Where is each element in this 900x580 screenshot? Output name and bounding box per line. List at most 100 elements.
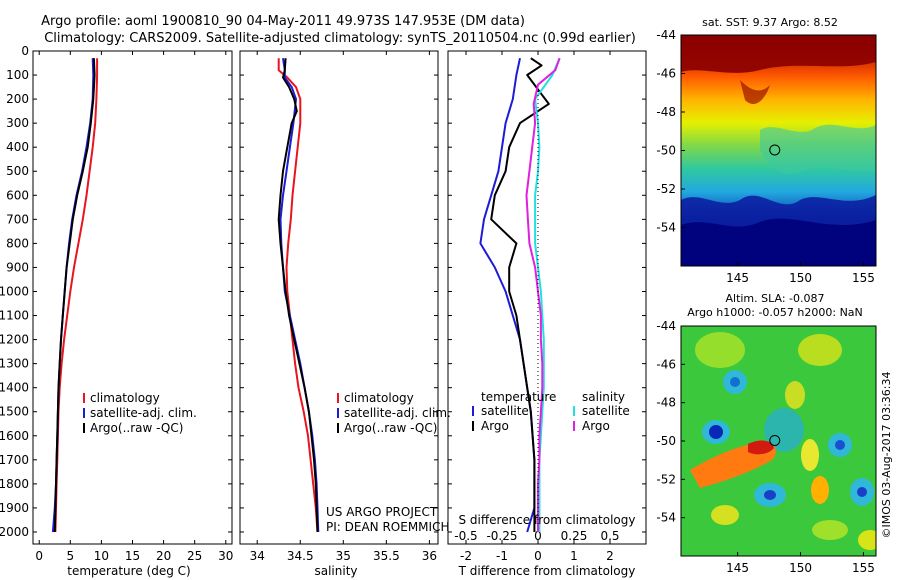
sla-heatmap — [681, 326, 876, 556]
legend-label-t-argo: Argo — [481, 419, 509, 433]
y-tick-label: 800 — [6, 236, 29, 250]
map-x-tick-label: 145 — [726, 561, 749, 575]
map-y-tick-label: -54 — [656, 221, 676, 235]
temperature-axis-label: temperature (deg C) — [67, 564, 190, 578]
argo-float-marker — [769, 434, 781, 446]
salinity-panel-frame — [239, 50, 439, 545]
y-tick-label: 200 — [6, 92, 29, 106]
map-x-tick-label: 155 — [852, 561, 875, 575]
y-tick-label: 1100 — [0, 309, 29, 323]
map-y-tick-label: -54 — [656, 511, 676, 525]
temperature-panel-frame — [32, 50, 233, 545]
profile-line-difference-argo — [490, 57, 550, 532]
map-y-tick-label: -50 — [656, 144, 676, 158]
y-tick-label: 100 — [6, 68, 29, 82]
map-y-tick-label: -50 — [656, 434, 676, 448]
difference-legend: temperature satellite Argo salinity sate… — [472, 390, 630, 433]
map-y-tick-label: -44 — [656, 319, 676, 333]
sla-map-title-line-2: Argo h1000: -0.057 h2000: NaN — [687, 306, 863, 319]
x-tick-label: 20 — [156, 549, 171, 563]
y-tick-label: 1800 — [0, 477, 29, 491]
sst-map-axes: 145 150 155 -44 -46 -48 -50 -52 -54 — [656, 28, 874, 285]
x-tick-label: 0 — [534, 549, 542, 563]
title-line-2: Climatology: CARS2009. Satellite-adjuste… — [44, 31, 636, 46]
s-scale-tick-label: 0.5 — [600, 529, 619, 543]
x-tick-label: 0 — [35, 549, 43, 563]
s-scale-tick-label: -0.25 — [486, 529, 517, 543]
map-y-tick-label: -52 — [656, 472, 676, 486]
legend-label-satellite: satellite-adj. clim. — [344, 406, 451, 420]
t-difference-axis-label: T difference from climatology — [458, 564, 636, 578]
legend-label-climatology: climatology — [344, 391, 414, 405]
map-x-tick-label: 150 — [789, 271, 812, 285]
y-tick-label: 300 — [6, 116, 29, 130]
x-tick-label: -1 — [496, 549, 508, 563]
legend-label-climatology: climatology — [90, 391, 160, 405]
y-tick-label: 600 — [6, 188, 29, 202]
sst-heatmap — [681, 35, 876, 266]
sst-map-title: sat. SST: 9.37 Argo: 8.52 — [702, 16, 838, 29]
y-tick-label: 0 — [21, 44, 29, 58]
legend-label-s-argo: Argo — [582, 419, 610, 433]
y-tick-label: 2000 — [0, 525, 29, 539]
x-tick-label: 35 — [336, 549, 351, 563]
y-tick-label: 1400 — [0, 381, 29, 395]
sla-map-axes: 145 150 155 -44 -46 -48 -50 -52 -54 — [656, 319, 874, 575]
imos-timestamp: ©IMOS 03-Aug-2017 03:36:34 — [880, 372, 893, 539]
x-tick-label: 36 — [422, 549, 437, 563]
x-tick-label: 34 — [250, 549, 265, 563]
map-y-tick-label: -44 — [656, 28, 676, 42]
x-tick-label: 30 — [218, 549, 233, 563]
temperature-legend: climatology satellite-adj. clim. Argo(..… — [83, 391, 197, 435]
legend-label-argo: Argo(..raw -QC) — [90, 421, 183, 435]
legend-label-argo: Argo(..raw -QC) — [344, 421, 437, 435]
map-x-tick-label: 155 — [852, 271, 875, 285]
map-y-tick-label: -52 — [656, 182, 676, 196]
y-tick-label: 1700 — [0, 453, 29, 467]
map-y-tick-label: -48 — [656, 105, 676, 119]
x-tick-label: -2 — [460, 549, 472, 563]
y-tick-label: 1200 — [0, 333, 29, 347]
pi-credit: PI: DEAN ROEMMICH — [326, 520, 449, 534]
x-tick-label: 1 — [570, 549, 578, 563]
sla-map-title-line-1: Altim. SLA: -0.087 — [725, 292, 824, 305]
profile-line-difference-salinity_argo — [525, 57, 561, 532]
legend-label-t-satellite: satellite — [481, 404, 529, 418]
salinity-axis-label: salinity — [314, 564, 357, 578]
x-tick-label: 2 — [606, 549, 614, 563]
y-tick-label: 900 — [6, 260, 29, 274]
s-scale-tick-label: -0.5 — [454, 529, 477, 543]
profile-line-salinity-argo — [277, 58, 319, 533]
x-tick-label: 35.5 — [373, 549, 400, 563]
argo-float-marker — [769, 144, 781, 156]
y-tick-label: 400 — [6, 140, 29, 154]
s-scale-tick-label: 0.25 — [561, 529, 588, 543]
y-tick-label: 1600 — [0, 429, 29, 443]
y-tick-label: 1900 — [0, 501, 29, 515]
y-tick-label: 500 — [6, 164, 29, 178]
y-tick-label: 1300 — [0, 357, 29, 371]
x-tick-label: 10 — [94, 549, 109, 563]
legend-title-salinity: salinity — [582, 390, 625, 404]
y-tick-label: 700 — [6, 212, 29, 226]
axes-layer: 0 5 10 15 20 25 300100200300400500600700800900… — [0, 44, 646, 563]
legend-label-s-satellite: satellite — [582, 404, 630, 418]
map-y-tick-label: -48 — [656, 396, 676, 410]
map-y-tick-label: -46 — [656, 67, 676, 81]
salinity-legend: climatology satellite-adj. clim. Argo(..… — [337, 391, 451, 435]
profile-line-temperature-argo — [53, 58, 96, 533]
x-tick-label: 25 — [187, 549, 202, 563]
x-tick-label: 15 — [125, 549, 140, 563]
map-y-tick-label: -46 — [656, 357, 676, 371]
difference-panel-frame — [447, 50, 647, 545]
x-tick-label: 34.5 — [287, 549, 314, 563]
y-tick-label: 1500 — [0, 405, 29, 419]
s-scale-tick-label: 0 — [534, 529, 542, 543]
s-difference-axis-label: S difference from climatology — [459, 513, 636, 527]
y-tick-label: 1000 — [0, 284, 29, 298]
profile-line-salinity-climatology — [277, 58, 319, 533]
map-x-tick-label: 150 — [789, 561, 812, 575]
legend-label-satellite: satellite-adj. clim. — [90, 406, 197, 420]
x-tick-label: 5 — [66, 549, 74, 563]
